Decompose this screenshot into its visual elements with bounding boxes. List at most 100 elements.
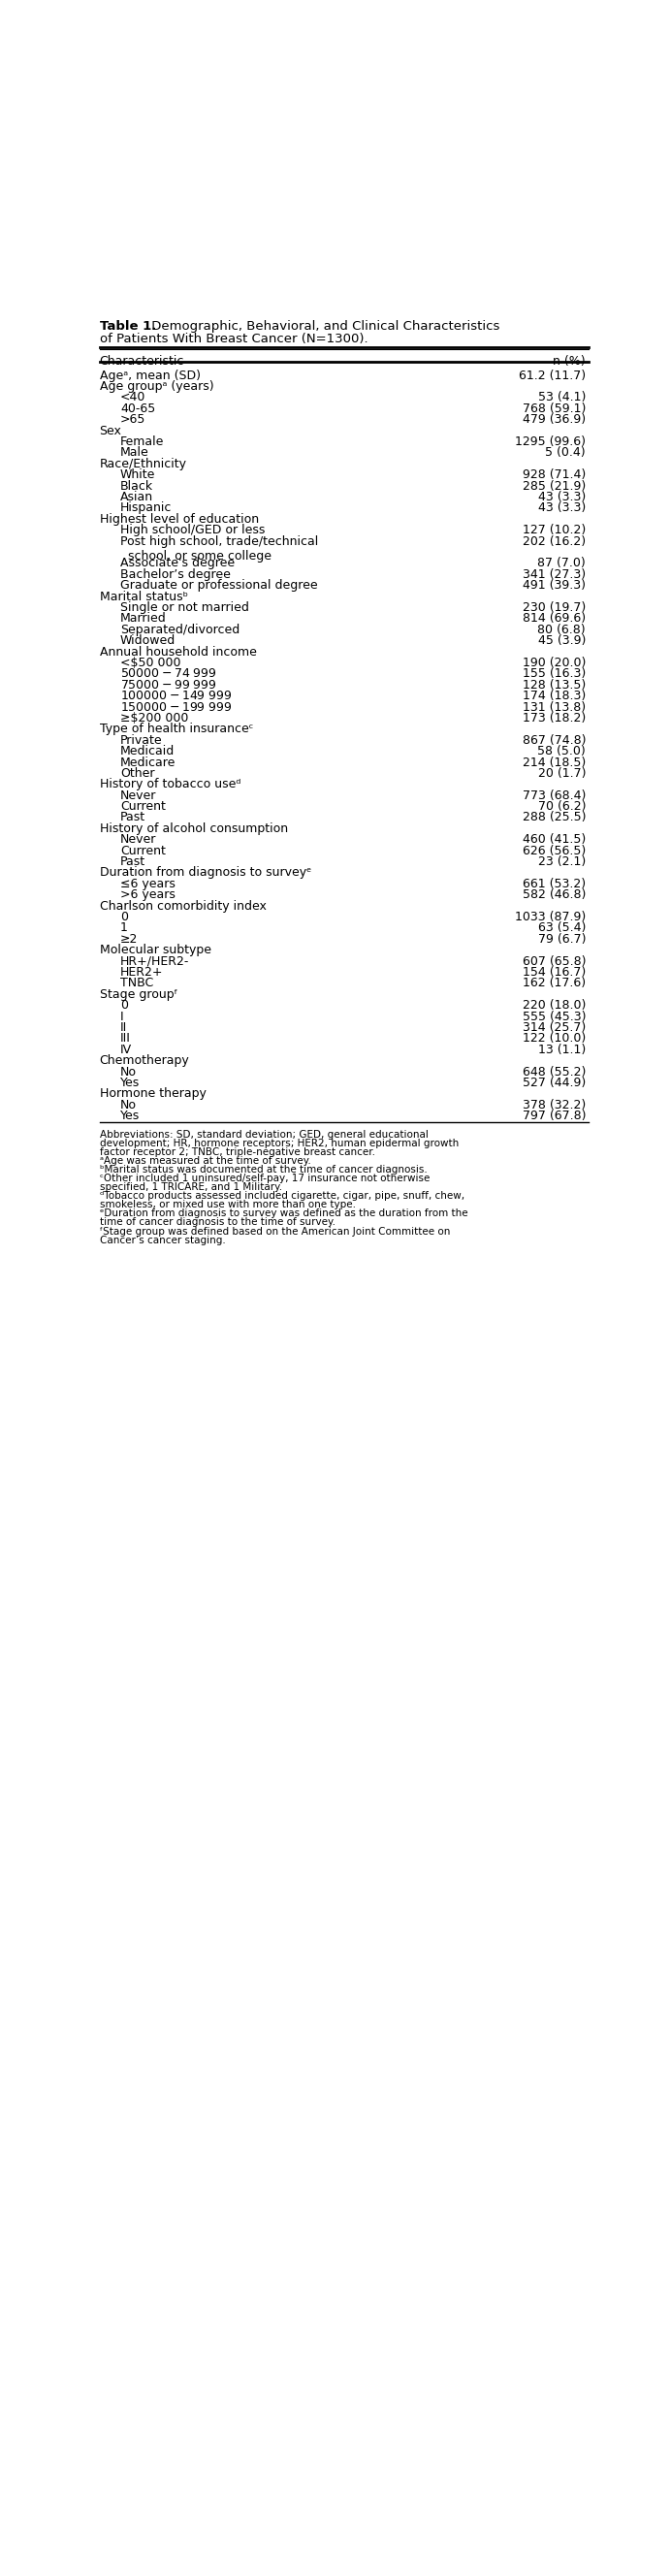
Text: Abbreviations: SD, standard deviation; GED, general educational: Abbreviations: SD, standard deviation; G… — [99, 1128, 428, 1139]
Text: Race/Ethnicity: Race/Ethnicity — [99, 459, 187, 471]
Text: 63 (5.4): 63 (5.4) — [538, 922, 586, 935]
Text: 648 (55.2): 648 (55.2) — [522, 1066, 586, 1079]
Text: Duration from diagnosis to surveyᵉ: Duration from diagnosis to surveyᵉ — [99, 866, 311, 878]
Text: Current: Current — [120, 845, 166, 858]
Text: 773 (68.4): 773 (68.4) — [522, 788, 586, 801]
Text: Married: Married — [120, 613, 166, 626]
Text: $100 000-$149 999: $100 000-$149 999 — [120, 690, 233, 703]
Text: smokeless, or mixed use with more than one type.: smokeless, or mixed use with more than o… — [99, 1200, 356, 1211]
Text: Ageᵃ, mean (SD): Ageᵃ, mean (SD) — [99, 368, 201, 381]
Text: No: No — [120, 1100, 137, 1110]
Text: specified, 1 TRICARE, and 1 Military.: specified, 1 TRICARE, and 1 Military. — [99, 1182, 282, 1193]
Text: 154 (16.7): 154 (16.7) — [523, 966, 586, 979]
Text: Annual household income: Annual household income — [99, 647, 256, 657]
Text: 127 (10.2): 127 (10.2) — [523, 523, 586, 536]
Text: 220 (18.0): 220 (18.0) — [522, 999, 586, 1012]
Text: Separated/divorced: Separated/divorced — [120, 623, 240, 636]
Text: ≤6 years: ≤6 years — [120, 878, 175, 891]
Text: 0: 0 — [120, 999, 128, 1012]
Text: 928 (71.4): 928 (71.4) — [523, 469, 586, 482]
Text: High school/GED or less: High school/GED or less — [120, 523, 265, 536]
Text: 13 (1.1): 13 (1.1) — [538, 1043, 586, 1056]
Text: 173 (18.2): 173 (18.2) — [523, 711, 586, 724]
Text: Cancer’s cancer staging.: Cancer’s cancer staging. — [99, 1236, 225, 1244]
Text: 87 (7.0): 87 (7.0) — [537, 556, 586, 569]
Text: n (%): n (%) — [553, 355, 586, 368]
Text: Never: Never — [120, 835, 156, 845]
Text: 661 (53.2): 661 (53.2) — [523, 878, 586, 891]
Text: 122 (10.0): 122 (10.0) — [523, 1033, 586, 1046]
Text: 131 (13.8): 131 (13.8) — [523, 701, 586, 714]
Text: >65: >65 — [120, 412, 146, 425]
Text: 45 (3.9): 45 (3.9) — [538, 634, 586, 647]
Text: 460 (41.5): 460 (41.5) — [523, 835, 586, 845]
Text: 61.2 (11.7): 61.2 (11.7) — [519, 368, 586, 381]
Text: Yes: Yes — [120, 1110, 140, 1123]
Text: Female: Female — [120, 435, 164, 448]
Text: TNBC: TNBC — [120, 976, 154, 989]
Text: Chemotherapy: Chemotherapy — [99, 1054, 189, 1066]
Text: Single or not married: Single or not married — [120, 600, 249, 613]
Text: Demographic, Behavioral, and Clinical Characteristics: Demographic, Behavioral, and Clinical Ch… — [148, 319, 500, 332]
Text: 867 (74.8): 867 (74.8) — [522, 734, 586, 747]
Text: 155 (16.3): 155 (16.3) — [523, 667, 586, 680]
Text: 607 (65.8): 607 (65.8) — [522, 956, 586, 969]
Text: 491 (39.3): 491 (39.3) — [523, 580, 586, 592]
Text: Widowed: Widowed — [120, 634, 176, 647]
Text: 40-65: 40-65 — [120, 402, 156, 415]
Text: HER2+: HER2+ — [120, 966, 164, 979]
Text: >6 years: >6 years — [120, 889, 175, 902]
Text: 58 (5.0): 58 (5.0) — [537, 744, 586, 757]
Text: 43 (3.3): 43 (3.3) — [538, 502, 586, 515]
Text: Type of health insuranceᶜ: Type of health insuranceᶜ — [99, 724, 253, 737]
Text: 288 (25.5): 288 (25.5) — [522, 811, 586, 824]
Text: Black: Black — [120, 479, 154, 492]
Text: I: I — [120, 1010, 123, 1023]
Text: Never: Never — [120, 788, 156, 801]
Text: ᶠStage group was defined based on the American Joint Committee on: ᶠStage group was defined based on the Am… — [99, 1226, 450, 1236]
Text: Bachelor’s degree: Bachelor’s degree — [120, 569, 231, 580]
Text: History of alcohol consumption: History of alcohol consumption — [99, 822, 288, 835]
Text: ᵃAge was measured at the time of survey.: ᵃAge was measured at the time of survey. — [99, 1157, 311, 1164]
Text: 79 (6.7): 79 (6.7) — [537, 933, 586, 945]
Text: $75 000-$99 999: $75 000-$99 999 — [120, 677, 217, 690]
Text: 20 (1.7): 20 (1.7) — [537, 768, 586, 781]
Text: Post high school, trade/technical
  school, or some college: Post high school, trade/technical school… — [120, 536, 318, 562]
Text: Current: Current — [120, 801, 166, 814]
Text: Sex: Sex — [99, 425, 121, 438]
Text: Hormone therapy: Hormone therapy — [99, 1087, 206, 1100]
Text: White: White — [120, 469, 156, 482]
Text: 80 (6.8): 80 (6.8) — [537, 623, 586, 636]
Text: History of tobacco useᵈ: History of tobacco useᵈ — [99, 778, 240, 791]
Text: ᵇMarital status was documented at the time of cancer diagnosis.: ᵇMarital status was documented at the ti… — [99, 1164, 427, 1175]
Text: Associate's degree: Associate's degree — [120, 556, 235, 569]
Text: 190 (20.0): 190 (20.0) — [522, 657, 586, 670]
Text: Characteristic: Characteristic — [99, 355, 185, 368]
Text: 1033 (87.9): 1033 (87.9) — [515, 912, 586, 922]
Text: 0: 0 — [120, 912, 128, 922]
Text: II: II — [120, 1020, 127, 1033]
Text: 555 (45.3): 555 (45.3) — [522, 1010, 586, 1023]
Text: 5 (0.4): 5 (0.4) — [546, 446, 586, 459]
Text: development; HR, hormone receptors; HER2, human epidermal growth: development; HR, hormone receptors; HER2… — [99, 1139, 458, 1149]
Text: 1: 1 — [120, 922, 128, 935]
Text: Other: Other — [120, 768, 155, 781]
Text: ᶜOther included 1 uninsured/self-pay, 17 insurance not otherwise: ᶜOther included 1 uninsured/self-pay, 17… — [99, 1175, 429, 1182]
Text: Medicare: Medicare — [120, 755, 176, 768]
Text: 23 (2.1): 23 (2.1) — [538, 855, 586, 868]
Text: 285 (21.9): 285 (21.9) — [523, 479, 586, 492]
Text: of Patients With Breast Cancer (N=1300).: of Patients With Breast Cancer (N=1300). — [99, 332, 368, 345]
Text: 162 (17.6): 162 (17.6) — [523, 976, 586, 989]
Text: Highest level of education: Highest level of education — [99, 513, 258, 526]
Text: Medicaid: Medicaid — [120, 744, 175, 757]
Text: Molecular subtype: Molecular subtype — [99, 943, 211, 956]
Text: $150 000-$199 999: $150 000-$199 999 — [120, 701, 233, 714]
Text: No: No — [120, 1066, 137, 1079]
Text: 53 (4.1): 53 (4.1) — [538, 392, 586, 404]
Text: 214 (18.5): 214 (18.5) — [523, 755, 586, 768]
Text: 70 (6.2): 70 (6.2) — [537, 801, 586, 814]
Text: ᵈTobacco products assessed included cigarette, cigar, pipe, snuff, chew,: ᵈTobacco products assessed included ciga… — [99, 1190, 464, 1200]
Text: 378 (32.2): 378 (32.2) — [523, 1100, 586, 1110]
Text: ≥$200 000: ≥$200 000 — [120, 711, 189, 724]
Text: Hispanic: Hispanic — [120, 502, 172, 515]
